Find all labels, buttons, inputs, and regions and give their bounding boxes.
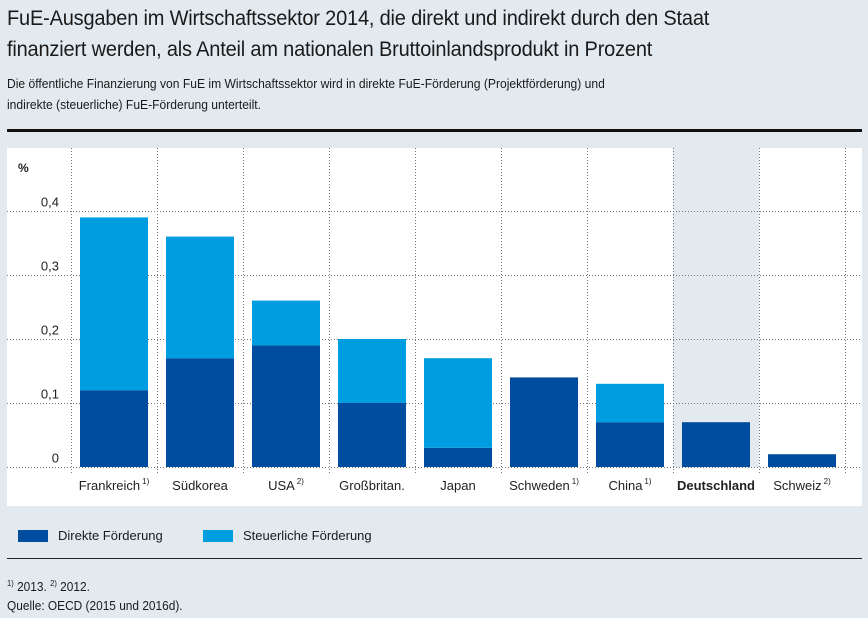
x-tick-footnote-marker: 1): [142, 477, 149, 486]
x-tick-label: Japan: [440, 478, 475, 493]
bar-direkt-6: [596, 422, 664, 467]
chart-subtitle: Die öffentliche Finanzierung von FuE im …: [7, 73, 844, 115]
bar-direkt-5: [510, 377, 578, 467]
bar-direkt-3: [338, 403, 406, 467]
x-tick-footnote-marker: 1): [572, 477, 579, 486]
bar-direkt-8: [768, 454, 836, 467]
bar-steuerlich-0: [80, 217, 148, 391]
legend-label-direkt: Direkte Förderung: [58, 528, 163, 543]
legend-swatch-steuerlich: [203, 529, 233, 542]
bar-direkt-0: [80, 390, 148, 467]
chart-subtitle-line-1: Die öffentliche Finanzierung von FuE im …: [7, 76, 605, 91]
chart-title-line-1: FuE-Ausgaben im Wirtschaftssektor 2014, …: [7, 6, 710, 30]
x-tick-label: USA 2): [268, 477, 304, 493]
footnote-text-2: 2012.: [56, 580, 90, 595]
legend-swatch-direkt: [18, 529, 48, 542]
source-note: Quelle: OECD (2015 und 2016d).: [7, 599, 183, 614]
y-tick-label: 0: [52, 451, 59, 466]
footnotes: 1) 2013. 2) 2012. Quelle: OECD (2015 und…: [7, 574, 183, 616]
bar-direkt-7: [682, 422, 750, 467]
bottom-divider: [7, 558, 862, 559]
chart-subtitle-line-2: indirekte (steuerliche) FuE-Förderung un…: [7, 97, 262, 112]
chart-title-line-2: finanziert werden, als Anteil am nationa…: [7, 37, 653, 61]
x-tick-footnote-marker: 1): [644, 477, 651, 486]
x-tick-label: Südkorea: [172, 478, 228, 493]
x-tick-label: Schweiz 2): [773, 477, 831, 493]
x-tick-label: Großbritan.: [339, 478, 405, 493]
x-tick-footnote-marker: 2): [824, 477, 831, 486]
x-tick-label: Schweden 1): [509, 477, 579, 493]
bar-direkt-4: [424, 447, 492, 467]
x-tick-footnote-marker: 2): [297, 477, 304, 486]
footnote-marker-1: 1): [7, 579, 14, 588]
footnote-marker-2: 2): [50, 579, 57, 588]
y-axis-unit-label: %: [18, 161, 29, 175]
x-tick-label: Deutschland: [677, 478, 755, 493]
chart-title: FuE-Ausgaben im Wirtschaftssektor 2014, …: [7, 3, 868, 65]
bar-steuerlich-3: [338, 339, 406, 403]
x-tick-label: China 1): [608, 477, 651, 493]
bar-steuerlich-6: [596, 383, 664, 423]
y-tick-label: 0,3: [41, 259, 59, 274]
top-divider: [7, 129, 862, 132]
y-tick-label: 0,1: [41, 387, 59, 402]
footnote-years: 1) 2013. 2) 2012.: [7, 574, 183, 597]
footnote-text-1: 2013.: [13, 580, 51, 595]
bar-steuerlich-2: [252, 300, 320, 346]
y-tick-label: 0,4: [41, 195, 59, 210]
bar-steuerlich-4: [424, 358, 492, 448]
bar-steuerlich-1: [166, 236, 234, 359]
x-tick-label: Frankreich 1): [79, 477, 150, 493]
legend-label-steuerlich: Steuerliche Förderung: [243, 528, 372, 543]
y-tick-label: 0,2: [41, 323, 59, 338]
legend-item-direkt: Direkte Förderung: [18, 528, 163, 543]
highlight-column: [673, 148, 759, 468]
legend-item-steuerlich: Steuerliche Förderung: [203, 528, 372, 543]
bar-direkt-2: [252, 345, 320, 467]
bar-chart: 0 0,1 0,2 0,3 0,4% Frankreich 1) Südkorea USA 2) G…: [7, 148, 862, 493]
plot-area: 0 0,1 0,2 0,3 0,4% Frankreich 1) Südkorea USA 2) G…: [7, 148, 862, 506]
bar-direkt-1: [166, 358, 234, 467]
